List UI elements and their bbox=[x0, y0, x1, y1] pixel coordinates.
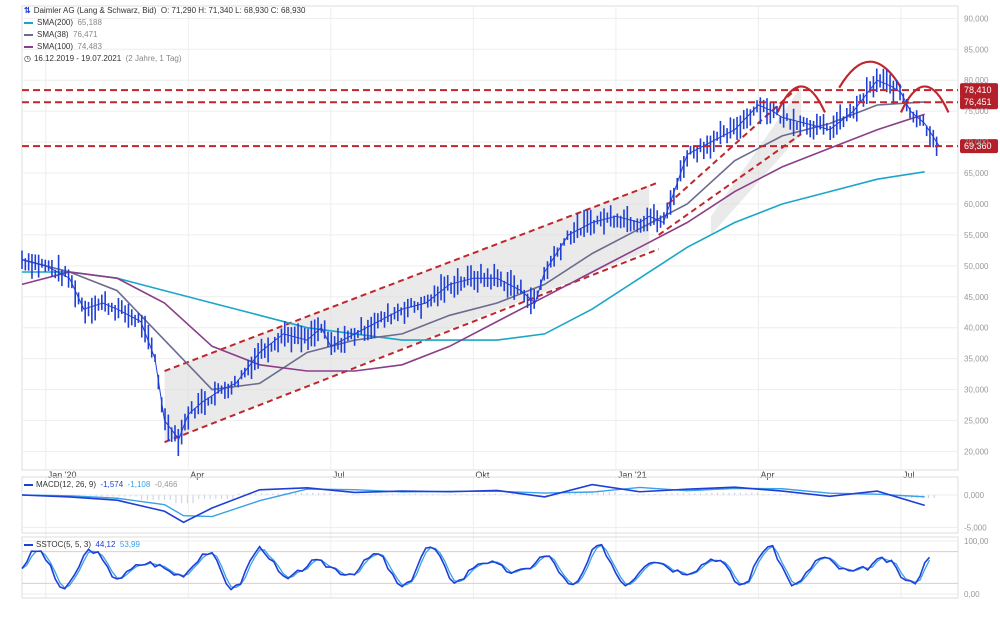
sma100-value: 74,483 bbox=[77, 42, 102, 51]
sma200-swatch bbox=[24, 21, 33, 24]
y-tick-label: 85,000 bbox=[964, 45, 989, 54]
y-tick-label: 60,000 bbox=[964, 200, 989, 209]
price-tag bbox=[960, 83, 998, 98]
price-line bbox=[21, 79, 940, 441]
series-sma38 bbox=[21, 101, 925, 391]
candle-bars bbox=[21, 68, 940, 457]
x-tick-label: Jul bbox=[333, 470, 345, 480]
macd-tick-label: -5,000 bbox=[964, 524, 987, 533]
macd-value-2: -1,108 bbox=[127, 480, 151, 489]
series-sma100 bbox=[21, 113, 925, 372]
macd-value-1: -1,574 bbox=[100, 480, 124, 489]
y-tick-label: 65,000 bbox=[964, 169, 989, 178]
ohlc-values: O: 71,290 H: 71,340 L: 68,930 C: 68,930 bbox=[160, 6, 306, 15]
macd-frame bbox=[21, 476, 959, 534]
macd-swatch bbox=[24, 483, 33, 486]
stoch-value-2: 53,99 bbox=[119, 540, 140, 549]
sma38-swatch bbox=[24, 33, 33, 36]
pattern-arc bbox=[838, 60, 902, 89]
sma38-label: SMA(38) bbox=[37, 30, 69, 39]
x-tick-label: Jan '21 bbox=[618, 470, 647, 480]
stoch-swatch bbox=[24, 543, 33, 546]
candlestick-icon: ⇅ bbox=[24, 6, 31, 15]
series-lines bbox=[21, 101, 925, 391]
x-tick-label: Jan '20 bbox=[48, 470, 77, 480]
plot-frame bbox=[21, 5, 959, 471]
trend-line bbox=[658, 133, 802, 236]
stoch-label: SSTOC(5, 5, 3) bbox=[36, 540, 91, 549]
y-tick-label: 40,000 bbox=[964, 324, 989, 333]
instrument-name: Daimler AG (Lang & Schwarz, Bid) bbox=[33, 6, 157, 15]
clock-icon: ◷ bbox=[24, 54, 31, 63]
y-tick-label: 25,000 bbox=[964, 417, 989, 426]
price-tag-label: 69,360 bbox=[964, 141, 992, 151]
axis-labels: 90,000 85,000 80,000 75,000 70,000 65,000 60,0… bbox=[48, 14, 989, 480]
sma100-label: SMA(100) bbox=[37, 42, 74, 51]
channel-fill bbox=[164, 185, 650, 443]
period-note: (2 Jahre, 1 Tag) bbox=[125, 54, 182, 63]
trend-line bbox=[164, 181, 660, 372]
stoch-d-line bbox=[21, 544, 931, 589]
horizontal-levels: 78,410 76,451 69,360 bbox=[22, 83, 998, 154]
y-tick-label: 75,000 bbox=[964, 107, 989, 116]
legend-period: ◷ 16.12.2019 - 19.07.2021 (2 Jahre, 1 Tag… bbox=[24, 54, 182, 63]
x-tick-label: Jul bbox=[903, 470, 915, 480]
stoch-legend: SSTOC(5, 5, 3) 44,12 53,99 bbox=[24, 540, 140, 549]
stoch-k-line bbox=[21, 543, 931, 591]
legend-sma100: SMA(100) 74,483 bbox=[24, 42, 102, 51]
trend-line bbox=[164, 248, 660, 444]
sma200-label: SMA(200) bbox=[37, 18, 74, 27]
macd-label: MACD(12, 26, 9) bbox=[36, 480, 97, 489]
x-tick-label: Okt bbox=[475, 470, 490, 480]
macd-legend: MACD(12, 26, 9) -1,574 -1,108 -0,466 bbox=[24, 480, 177, 489]
stoch-tick-label: 0,00 bbox=[964, 590, 980, 599]
sma38-value: 76,471 bbox=[73, 30, 98, 39]
y-tick-label: 35,000 bbox=[964, 355, 989, 364]
sma100-swatch bbox=[24, 45, 33, 48]
stoch-tick-label: 100,00 bbox=[964, 537, 989, 546]
y-tick-label: 50,000 bbox=[964, 262, 989, 271]
price-tag bbox=[960, 95, 998, 110]
y-tick-label: 55,000 bbox=[964, 231, 989, 240]
y-tick-label: 90,000 bbox=[964, 14, 989, 23]
channel-fill bbox=[710, 86, 802, 235]
x-tick-label: Apr bbox=[190, 470, 204, 480]
y-tick-label: 80,000 bbox=[964, 76, 989, 85]
chart-header: ⇅ Daimler AG (Lang & Schwarz, Bid) O: 71,… bbox=[24, 6, 305, 15]
macd-value-3: -0,466 bbox=[154, 480, 178, 489]
stoch-panel: 100,00 0,00 bbox=[21, 536, 989, 599]
y-tick-label: 30,000 bbox=[964, 386, 989, 395]
y-tick-label: 20,000 bbox=[964, 447, 989, 456]
macd-line bbox=[21, 483, 925, 524]
sma200-value: 65,188 bbox=[77, 18, 102, 27]
legend-sma38: SMA(38) 76,471 bbox=[24, 30, 97, 39]
price-tag-label: 78,410 bbox=[964, 85, 992, 95]
price-tag-label: 76,451 bbox=[964, 97, 992, 107]
stoch-value-1: 44,12 bbox=[95, 540, 116, 549]
legend-sma200: SMA(200) 65,188 bbox=[24, 18, 102, 27]
y-tick-label: 45,000 bbox=[964, 293, 989, 302]
x-tick-label: Apr bbox=[760, 470, 774, 480]
y-tick-label: 70,000 bbox=[964, 138, 989, 147]
macd-panel: 0,000 -5,000 bbox=[21, 476, 987, 534]
trend-channels bbox=[164, 60, 950, 444]
macd-tick-label: 0,000 bbox=[964, 491, 985, 500]
period-range: 16.12.2019 - 19.07.2021 bbox=[33, 54, 122, 63]
series-sma200 bbox=[22, 171, 925, 341]
price-tag bbox=[960, 139, 998, 154]
